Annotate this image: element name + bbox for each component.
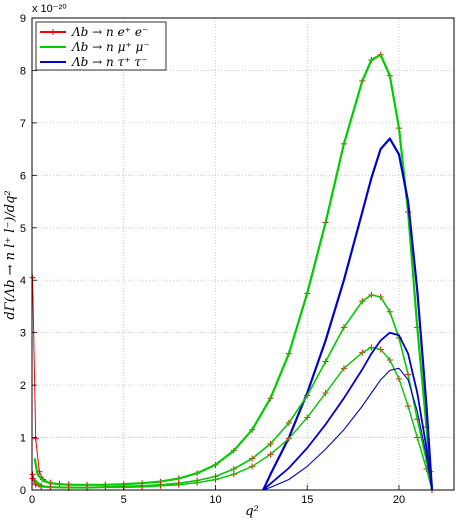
- x-axis-label: q²: [245, 504, 259, 519]
- series-line: [262, 331, 433, 491]
- legend-label: Λb → n e⁺ e⁻: [71, 25, 148, 39]
- legend-label: Λb → n μ⁺ μ⁻: [71, 40, 150, 54]
- legend-marker: [50, 29, 56, 35]
- y-tick-label: 3: [20, 328, 26, 340]
- y-tick-label: 4: [20, 275, 26, 287]
- y-tick-label: 7: [20, 118, 26, 130]
- data-point: [29, 274, 36, 281]
- axis-ticks: 0 5 10 15 20 0 1 2 3 4 5 6 7 8 9: [20, 13, 405, 506]
- x-tick-label: 5: [121, 494, 127, 506]
- legend-label: Λb → n τ⁺ τ⁻: [71, 55, 147, 69]
- data-point: [29, 475, 36, 482]
- y-tick-label: 1: [20, 433, 26, 445]
- x-tick-label: 15: [301, 494, 313, 506]
- y-tick-label: 8: [20, 65, 26, 77]
- y-tick-label: 9: [20, 13, 26, 25]
- y-tick-label: 0: [20, 485, 26, 497]
- data-point: [32, 435, 39, 442]
- plot-series: [29, 51, 435, 493]
- x-tick-label: 0: [29, 494, 35, 506]
- y-axis-label: dΓ(Λb → n l⁺ l⁻)/dq²: [3, 190, 18, 319]
- x-tick-label: 20: [393, 494, 405, 506]
- series-line: [262, 137, 434, 491]
- y-axis-scale-label: x 10⁻²⁰: [32, 3, 67, 15]
- series-line: [263, 367, 433, 491]
- y-tick-label: 6: [20, 170, 26, 182]
- x-tick-label: 10: [209, 494, 221, 506]
- y-tick-label: 5: [20, 223, 26, 235]
- legend: Λb → n e⁺ e⁻Λb → n μ⁺ μ⁻Λb → n τ⁺ τ⁻: [35, 21, 167, 71]
- y-tick-label: 2: [20, 380, 26, 392]
- plot-frame: [31, 17, 455, 491]
